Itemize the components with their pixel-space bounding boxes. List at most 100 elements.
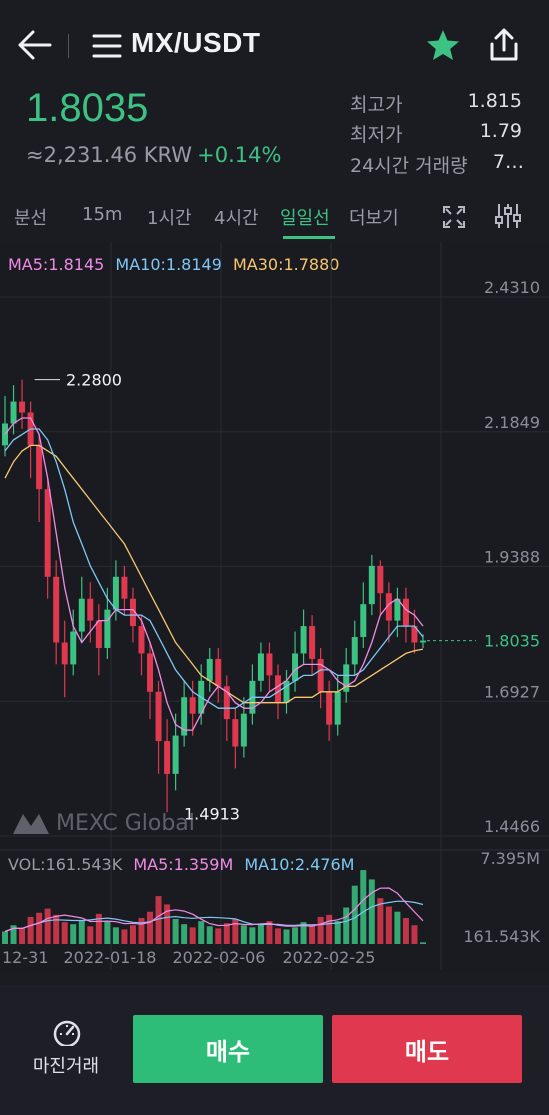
candle-body [343, 664, 350, 692]
tab-more[interactable]: 더보기 [349, 208, 399, 229]
volume-bar [36, 912, 43, 944]
volume-bar [223, 923, 230, 944]
volume-bar [249, 927, 256, 944]
candle-body [104, 609, 111, 648]
tab-daily[interactable]: 일일선 [280, 208, 330, 229]
volume-bar [121, 929, 128, 944]
candle-body [53, 576, 60, 643]
buy-button[interactable]: 매수 [133, 1015, 323, 1083]
volume-bar [351, 885, 358, 944]
indicator-settings-icon[interactable] [494, 202, 522, 230]
price-change: +0.14% [197, 143, 282, 167]
star-icon[interactable] [425, 28, 461, 62]
low-label: 최저가 [350, 124, 403, 146]
x-axis-label: 2022-02-25 [283, 948, 376, 967]
candle-body [257, 653, 264, 681]
candle-body [172, 735, 179, 774]
volume-bar [266, 921, 273, 944]
candle-body [394, 598, 401, 621]
candle-body [292, 653, 299, 681]
volume-bar [402, 917, 409, 944]
volume-bar [198, 921, 205, 944]
candle-body [19, 401, 26, 413]
volume-bar [19, 928, 26, 944]
volume-bar [360, 870, 367, 944]
arrow-left-icon[interactable] [16, 28, 54, 62]
volume-bar [112, 927, 119, 944]
candle-body [274, 675, 281, 703]
candle-body [138, 626, 145, 654]
hamburger-icon[interactable] [92, 32, 122, 60]
volume-bar [189, 927, 196, 944]
high-value: 1.815 [467, 90, 522, 112]
volume-bar [70, 924, 77, 944]
candle-body [411, 626, 418, 643]
volume-bar [61, 922, 68, 944]
top-bar: MX/USDT [0, 0, 549, 88]
tab-4h[interactable]: 4시간 [214, 208, 259, 229]
volume-bar [181, 924, 188, 944]
volume-bar [292, 927, 299, 944]
candle-body [189, 697, 196, 714]
vol-ma5-legend: MA5:1.359M [133, 855, 234, 874]
candle-body [266, 653, 273, 676]
ma5-legend: MA5:1.8145 [8, 255, 105, 274]
volume-bar [309, 924, 316, 944]
volume-bar [377, 898, 384, 944]
margin-trade-label: 마진거래 [32, 1056, 100, 1077]
volume-bar [232, 919, 239, 944]
volume-bar [44, 908, 51, 944]
x-axis-label: 2022-01-18 [64, 948, 157, 967]
volume-bar [317, 916, 324, 944]
candle-body [2, 423, 8, 446]
candle-body [223, 686, 230, 720]
candle-body [377, 565, 384, 594]
low-value: 1.79 [479, 120, 522, 142]
ma30-legend: MA30:1.7880 [232, 255, 340, 274]
volume-bar [138, 917, 145, 944]
candle-body [326, 691, 333, 725]
volume-bar [53, 914, 60, 944]
price-axis-label: 1.4466 [484, 817, 540, 836]
share-icon[interactable] [488, 28, 520, 62]
tab-1h[interactable]: 1시간 [147, 208, 192, 229]
volume-bar [155, 896, 162, 944]
candle-body [402, 598, 409, 627]
volume-bar [385, 906, 392, 944]
candle-body [78, 598, 85, 632]
volume-bar [300, 922, 307, 944]
candle-body [87, 598, 94, 621]
candle-body [181, 697, 188, 736]
candle-body [309, 626, 316, 659]
watermark-text: MEXC Global [56, 810, 195, 836]
volume-bar [334, 921, 341, 944]
volume-legend: VOL:161.543K MA5:1.359M MA10:2.476M [8, 855, 354, 874]
divider [68, 34, 69, 58]
ma5-line [4, 417, 424, 731]
candlestick-chart[interactable]: 2.4310 2.1849 1.9388 1.6927 1.4466 2.2800 1.49… [0, 242, 549, 972]
volume-bar [343, 907, 350, 944]
volume-bar [240, 925, 247, 944]
candle-body [420, 640, 426, 643]
tab-minute[interactable]: 분선 [14, 208, 48, 229]
candle-body [155, 691, 162, 742]
candle-body [215, 658, 222, 687]
expand-icon[interactable] [442, 205, 466, 229]
volume-bar [147, 911, 154, 944]
tab-15m[interactable]: 15m [82, 204, 123, 225]
margin-trade-button[interactable]: 마진거래 [24, 1016, 108, 1082]
ma-legend: MA5:1.8145 MA10:1.8149 MA30:1.7880 [8, 255, 339, 274]
volume-ma5-line [4, 887, 424, 933]
price-axis-label: 2.1849 [484, 413, 540, 432]
volume-axis-max: 7.395M [480, 849, 540, 868]
candle-body [334, 691, 341, 725]
volume-bar [164, 904, 171, 944]
pair-title[interactable]: MX/USDT [131, 27, 261, 58]
candle-body [232, 719, 239, 747]
volume-bar [78, 920, 85, 944]
krw-value: ≈2,231.46 KRW [26, 143, 193, 167]
sell-button[interactable]: 매도 [332, 1015, 522, 1083]
price-axis-label: 1.6927 [484, 682, 540, 701]
volume-bar [129, 925, 136, 944]
candle-body [121, 576, 128, 599]
